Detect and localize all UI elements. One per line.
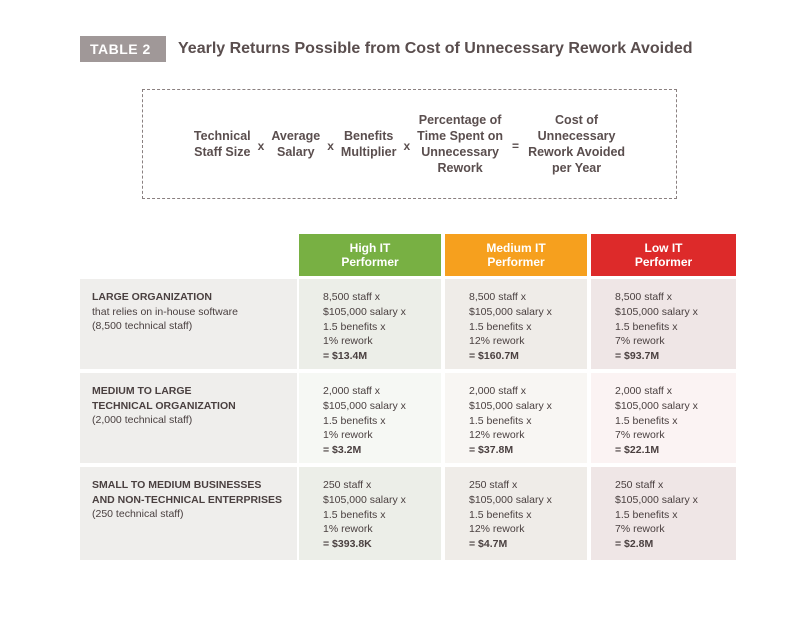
cell-benefits: 1.5 benefits x <box>323 414 386 427</box>
cell-salary: $105,000 salary x <box>469 493 552 506</box>
cell-result: = $160.7M <box>469 350 519 363</box>
formula-box: Technical Staff Size x Average Salary x … <box>142 89 677 199</box>
row-label-large: LARGE ORGANIZATION that relies on in-hou… <box>80 279 297 369</box>
row-label-title: SMALL TO MEDIUM BUSINESSES AND NON-TECHN… <box>92 479 282 506</box>
cell-salary: $105,000 salary x <box>615 399 698 412</box>
table-cell: 8,500 staff x $105,000 salary x 1.5 bene… <box>445 279 587 369</box>
cell-rework: 12% rework <box>469 429 525 442</box>
row-label-title: LARGE ORGANIZATION <box>92 291 212 303</box>
column-header-low: Low IT Performer <box>591 234 736 276</box>
cell-rework: 7% rework <box>615 523 665 536</box>
table-cell: 250 staff x $105,000 salary x 1.5 benefi… <box>299 467 441 560</box>
table-cell: 250 staff x $105,000 salary x 1.5 benefi… <box>591 467 736 560</box>
cell-result: = $93.7M <box>615 350 660 363</box>
row-label-detail: that relies on in-house software <box>92 305 238 318</box>
formula-term-rework-percentage: Percentage of Time Spent on Unnecessary … <box>417 113 504 175</box>
cell-staff: 2,000 staff x <box>323 385 381 397</box>
cell-staff: 250 staff x <box>323 479 372 491</box>
formula-operator: x <box>257 139 265 153</box>
cell-salary: $105,000 salary x <box>323 493 406 506</box>
cell-benefits: 1.5 benefits x <box>615 414 678 427</box>
cell-salary: $105,000 salary x <box>323 305 406 318</box>
row-label-small-medium: SMALL TO MEDIUM BUSINESSES AND NON-TECHN… <box>80 467 297 560</box>
cell-rework: 12% rework <box>469 335 525 348</box>
formula-term-staff-size: Technical Staff Size <box>193 129 251 159</box>
table-cell: 8,500 staff x $105,000 salary x 1.5 bene… <box>299 279 441 369</box>
cell-staff: 250 staff x <box>615 479 664 491</box>
cell-benefits: 1.5 benefits x <box>469 414 532 427</box>
table-cell: 250 staff x $105,000 salary x 1.5 benefi… <box>445 467 587 560</box>
formula-term-salary: Average Salary <box>271 129 321 159</box>
cell-result: = $4.7M <box>469 538 508 551</box>
table-cell: 2,000 staff x $105,000 salary x 1.5 bene… <box>445 373 587 463</box>
cell-benefits: 1.5 benefits x <box>469 508 532 521</box>
cell-staff: 250 staff x <box>469 479 518 491</box>
cell-salary: $105,000 salary x <box>615 493 698 506</box>
table-tag: TABLE 2 <box>80 36 166 62</box>
cell-rework: 7% rework <box>615 429 665 442</box>
cell-benefits: 1.5 benefits x <box>323 320 386 333</box>
formula-equals: = <box>512 139 520 153</box>
column-header-high: High IT Performer <box>299 234 441 276</box>
row-label-detail: (2,000 technical staff) <box>92 414 193 426</box>
column-header-medium: Medium IT Performer <box>445 234 587 276</box>
cell-rework: 7% rework <box>615 335 665 348</box>
cell-staff: 8,500 staff x <box>615 291 673 303</box>
row-label-medium-large: MEDIUM TO LARGE TECHNICAL ORGANIZATION (… <box>80 373 297 463</box>
formula-term-result: Cost of Unnecessary Rework Avoided per Y… <box>528 113 626 175</box>
cell-salary: $105,000 salary x <box>469 305 552 318</box>
cell-result: = $37.8M <box>469 444 514 457</box>
row-label-detail: (8,500 technical staff) <box>92 320 193 332</box>
cell-salary: $105,000 salary x <box>615 305 698 318</box>
cell-staff: 8,500 staff x <box>323 291 381 303</box>
table-cell: 2,000 staff x $105,000 salary x 1.5 bene… <box>299 373 441 463</box>
formula-operator: x <box>327 139 334 153</box>
row-label-title: MEDIUM TO LARGE TECHNICAL ORGANIZATION <box>92 385 236 412</box>
cell-benefits: 1.5 benefits x <box>615 508 678 521</box>
cell-staff: 2,000 staff x <box>615 385 673 397</box>
cell-result: = $3.2M <box>323 444 362 457</box>
cell-benefits: 1.5 benefits x <box>323 508 386 521</box>
cell-rework: 1% rework <box>323 523 373 536</box>
cell-rework: 12% rework <box>469 523 525 536</box>
table-cell: 2,000 staff x $105,000 salary x 1.5 bene… <box>591 373 736 463</box>
cell-benefits: 1.5 benefits x <box>469 320 532 333</box>
row-label-detail: (250 technical staff) <box>92 508 184 520</box>
cell-benefits: 1.5 benefits x <box>615 320 678 333</box>
formula-term-benefits: Benefits Multiplier <box>340 129 397 159</box>
table-title: Yearly Returns Possible from Cost of Unn… <box>178 40 693 57</box>
cell-salary: $105,000 salary x <box>323 399 406 412</box>
cell-salary: $105,000 salary x <box>469 399 552 412</box>
cell-result: = $22.1M <box>615 444 660 457</box>
cell-rework: 1% rework <box>323 335 373 348</box>
table-cell: 8,500 staff x $105,000 salary x 1.5 bene… <box>591 279 736 369</box>
table-title-row: TABLE 2 Yearly Returns Possible from Cos… <box>80 36 693 62</box>
cell-staff: 8,500 staff x <box>469 291 527 303</box>
formula-operator: x <box>403 139 411 153</box>
cell-staff: 2,000 staff x <box>469 385 527 397</box>
cell-result: = $13.4M <box>323 350 368 363</box>
cell-result: = $2.8M <box>615 538 654 551</box>
cell-rework: 1% rework <box>323 429 373 442</box>
cell-result: = $393.8K <box>323 538 372 551</box>
